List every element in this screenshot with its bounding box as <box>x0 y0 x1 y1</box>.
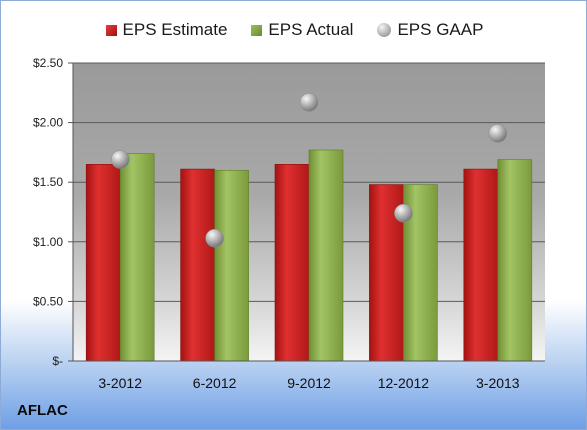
y-tick-label: $1.50 <box>33 175 63 189</box>
bar-eps-actual-3-2012 <box>119 153 155 362</box>
legend-label-eps-estimate: EPS Estimate <box>122 20 228 39</box>
y-tick-label: $1.00 <box>33 235 63 249</box>
legend-swatch-eps-gaap <box>377 23 392 37</box>
point-eps-gaap-6-2012 <box>205 228 224 248</box>
y-tick-label: $2.00 <box>33 116 63 130</box>
x-tick-label: 3-2013 <box>476 375 520 391</box>
chart-legend: EPS Estimate EPS Actual EPS GAAP <box>1 17 586 43</box>
point-eps-gaap-12-2012 <box>394 203 413 223</box>
bar-eps-actual-6-2012 <box>214 169 249 362</box>
y-tick-label: $0.50 <box>33 294 63 308</box>
bar-eps-estimate-6-2012 <box>180 168 215 362</box>
x-tick-label: 9-2012 <box>287 375 331 391</box>
company-name: AFLAC <box>17 402 68 419</box>
point-eps-gaap-9-2012 <box>299 93 319 112</box>
y-tick-label: $2.50 <box>33 56 63 70</box>
point-eps-gaap-3-2012 <box>110 150 130 169</box>
legend-swatch-eps-actual <box>251 24 263 36</box>
bar-eps-actual-3-2013 <box>497 159 533 362</box>
point-eps-gaap-3-2013 <box>488 124 508 143</box>
legend-item-eps-estimate: EPS Estimate <box>105 20 228 40</box>
y-tick-label: $- <box>52 354 63 368</box>
legend-item-eps-gaap: EPS GAAP <box>377 20 483 40</box>
legend-swatch-eps-estimate <box>105 24 117 36</box>
legend-label-eps-gaap: EPS GAAP <box>397 20 484 39</box>
legend-item-eps-actual: EPS Actual <box>251 20 353 40</box>
bar-eps-actual-9-2012 <box>308 149 344 362</box>
x-tick-label: 3-2012 <box>98 375 142 391</box>
legend-label-eps-actual: EPS Actual <box>268 20 354 39</box>
bar-eps-estimate-9-2012 <box>274 164 310 362</box>
x-tick-label: 12-2012 <box>378 375 430 391</box>
bar-eps-estimate-3-2013 <box>463 168 499 362</box>
x-tick-label: 6-2012 <box>193 375 237 391</box>
bar-eps-estimate-3-2012 <box>85 164 121 362</box>
